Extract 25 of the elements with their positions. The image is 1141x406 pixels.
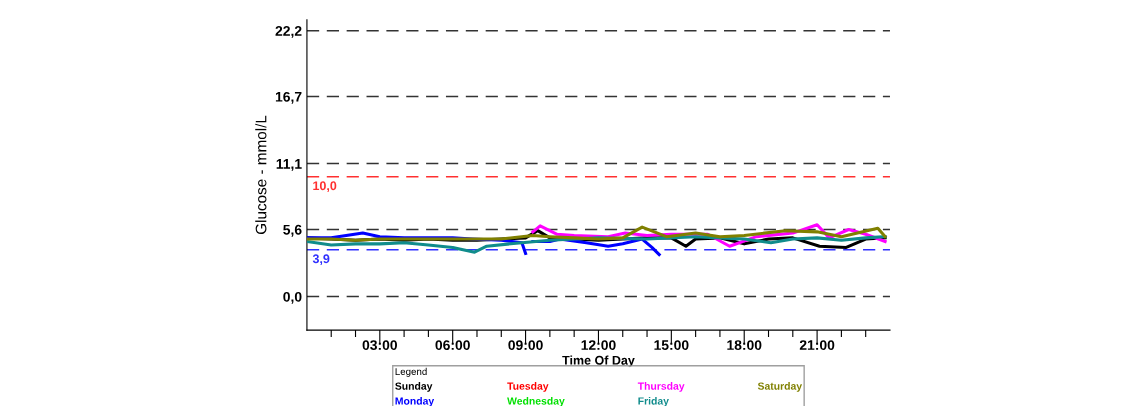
y-tick-label: 0,0 bbox=[283, 291, 302, 304]
ref-line-label: 3,9 bbox=[312, 254, 330, 265]
legend-title: Legend bbox=[395, 367, 427, 377]
text: Sunday bbox=[395, 382, 433, 392]
text: Thursday bbox=[637, 382, 685, 392]
text: Saturday bbox=[757, 382, 803, 392]
y-tick-label: 5,6 bbox=[283, 224, 302, 237]
ref-line-label: 10,0 bbox=[313, 181, 337, 192]
x-tick-label: 03:00 bbox=[362, 340, 397, 351]
line-series bbox=[306, 225, 887, 242]
x-tick-label: 09:00 bbox=[508, 340, 543, 350]
y-tick-label: 11,1 bbox=[276, 159, 302, 171]
legend-label: Wednesday bbox=[507, 397, 565, 406]
x-tick-label: 06:00 bbox=[435, 340, 470, 350]
y-tick-label: 22,2 bbox=[275, 26, 302, 38]
text: Friday bbox=[638, 397, 669, 406]
x-tick-label: 18:00 bbox=[727, 340, 762, 350]
y-axis-title: Glucose - mmol/L bbox=[255, 115, 267, 235]
x-tick-label: 15:00 bbox=[654, 340, 689, 350]
text: Monday bbox=[395, 397, 435, 406]
legend-label: Tuesday bbox=[507, 382, 549, 392]
x-axis-title: Time Of Day bbox=[562, 355, 635, 368]
y-tick-label: 16,7 bbox=[275, 91, 302, 104]
x-tick-label: 12:00 bbox=[581, 340, 616, 350]
x-tick-label: 21:00 bbox=[799, 340, 835, 350]
